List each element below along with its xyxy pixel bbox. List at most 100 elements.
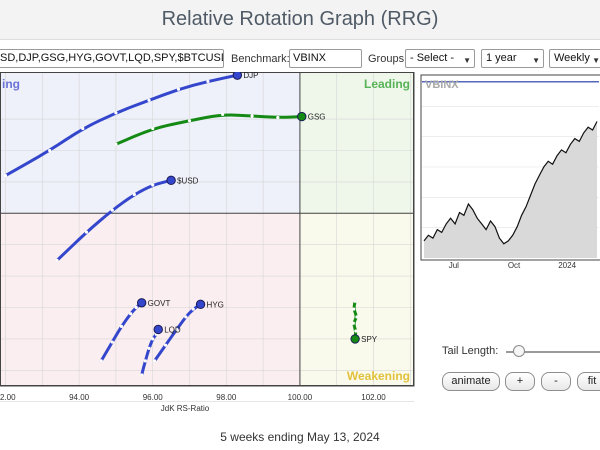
title-bar: Relative Rotation Graph (RRG) [0,0,600,40]
zoom-in-button[interactable]: + [505,372,535,391]
series-point-spy [351,321,355,325]
series-point-gsg [187,119,192,123]
plot-frame [0,72,414,386]
series-head-djp [232,72,243,80]
fit-button[interactable]: fit [577,372,600,391]
x-tick-label: 102.00 [361,393,386,402]
chevron-down-icon: ▼ [463,56,471,65]
rrg-series: DJP GSG $USD GOVT HYG LQD SPY [3,72,378,377]
x-tick-label: 92.00 [0,393,16,402]
quadrant-leading-bg [299,72,414,214]
benchmark-input[interactable]: VBINX [289,49,362,68]
quadrant-label-leading: Leading [364,77,410,91]
x-axis-label: JdK RS-Ratio [161,404,210,413]
series-point-usd [132,192,136,197]
series-point-lqd [151,337,155,341]
groups-select[interactable]: - Select - ▼ [405,49,475,68]
price-area [424,121,597,258]
benchmark-label: Benchmark: [231,53,290,65]
zoom-out-button[interactable]: - [541,372,571,391]
series-label-govt: GOVT [148,299,171,308]
series-head-usd [166,175,176,186]
series-point-gsg [221,112,225,116]
page-title: Relative Rotation Graph (RRG) [161,8,439,30]
series-point-djp [81,126,85,131]
series-point-spy [354,329,358,333]
series-label-djp: DJP [243,72,258,80]
frequency-select[interactable]: Weekly ▼ [549,49,600,68]
quadrant-label-weakening: Weakening [347,369,410,383]
series-point-gsg [151,126,155,131]
series-head-hyg [195,299,206,310]
series-head-spy [350,334,360,344]
series-label-lqd: LQD [164,325,181,334]
series-head-gsg [297,111,307,122]
frequency-select-value: Weekly [554,52,590,64]
x-tick-labels: 92.00 94.00 96.00 98.00 100.00 102.00 [0,393,386,402]
series-point-spy [353,299,357,303]
quadrant-lagging-bg [0,213,300,386]
series-point-hyg [184,315,188,319]
series-point-hyg [175,327,179,332]
x-tick-label: 96.00 [143,393,164,402]
price-chart-title: VBINX [425,79,459,91]
price-line [423,121,598,245]
series-point-govt [129,312,133,316]
x-tick-label: 100.00 [288,393,313,402]
series-point-usd [55,258,59,262]
quadrant-weakening-bg [299,213,414,386]
series-head-lqd [153,324,163,335]
price-x-tick-label: Oct [508,261,521,270]
series-head-govt [136,298,147,308]
symbols-input[interactable]: SD,DJP,GSG,HYG,GOVT,LQD,SPY,$BTCUSD [0,49,224,68]
series-point-usd [110,208,114,212]
groups-label: Groups: [368,53,408,65]
series-point-gsg [276,115,280,120]
period-caption: 5 weeks ending May 13, 2024 [220,430,380,444]
x-tick-label: 94.00 [69,393,90,402]
price-x-tick-label: Jul [449,261,459,270]
series-point-govt [134,305,138,310]
series-point-djp [3,174,8,178]
groups-select-value: - Select - [410,52,455,64]
series-point-govt [99,359,103,363]
rrg-chart[interactable]: ing Leading Weakening 92.00 94.00 96.00 98.… [0,72,418,418]
series-point-lqd [140,373,144,377]
series-label-spy: SPY [361,335,378,344]
chevron-down-icon: ▼ [532,56,540,65]
tail-length-slider[interactable] [506,351,600,353]
series-point-lqd [143,359,147,363]
price-x-tick-label: 2024 [558,261,576,270]
series-point-usd [84,230,89,234]
period-select[interactable]: 1 year ▼ [481,49,544,68]
x-tick-label: 98.00 [216,393,237,402]
series-point-djp [114,111,118,115]
series-label-hyg: HYG [207,300,224,309]
series-point-djp [206,79,210,84]
quadrant-label-improving: ing [2,77,20,91]
series-label-gsg: GSG [308,113,326,122]
series-point-govt [119,324,124,328]
series-point-hyg [164,343,168,347]
series-point-djp [147,98,151,102]
series-point-govt [110,340,114,344]
quadrant-improving-bg [0,72,300,214]
price-x-tick-labels: Jul Oct 2024 [449,261,577,270]
quadrant-backgrounds [0,72,414,386]
series-tail-gsg [114,113,304,146]
series-point-hyg [191,307,195,311]
series-point-gsg [250,114,254,118]
series-point-usd [151,183,155,187]
animate-button[interactable]: animate [442,372,500,391]
series-point-djp [48,148,52,153]
tail-length-slider-handle[interactable] [513,345,526,357]
tail-length-label: Tail Length: [442,345,499,357]
series-point-gsg [114,142,118,146]
controls-bar: SD,DJP,GSG,HYG,GOVT,LQD,SPY,$BTCUSD Benc… [0,48,600,70]
series-label-usd: $USD [177,176,199,185]
series-point-spy [352,307,356,311]
period-select-value: 1 year [486,52,517,64]
chevron-down-icon: ▼ [592,56,600,65]
series-point-djp [176,87,181,91]
